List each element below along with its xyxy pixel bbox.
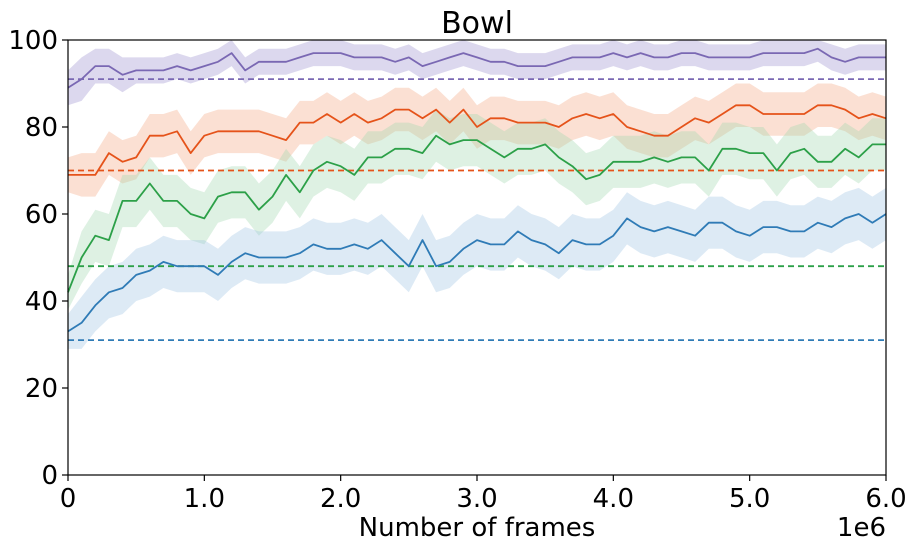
x-axis-offset-label: 1e6 — [837, 513, 886, 543]
series-1-line — [67, 47, 886, 89]
x-tick-label: 3.0 — [456, 484, 497, 514]
x-tick-label: 2.0 — [320, 484, 361, 514]
series-1-band — [68, 40, 886, 106]
x-tick-label: 0 — [60, 484, 77, 514]
y-tick-label: 40 — [25, 287, 58, 317]
x-tick-label: 6.0 — [865, 484, 906, 514]
confidence-bands — [68, 40, 886, 349]
series-3-line — [67, 134, 886, 293]
y-tick-label: 100 — [8, 26, 58, 56]
x-tick-label: 5.0 — [729, 484, 770, 514]
x-tick-label: 1.0 — [184, 484, 225, 514]
y-tick-label: 60 — [25, 200, 58, 230]
series-3-band — [68, 109, 886, 310]
x-axis-label: Number of frames — [359, 513, 596, 543]
x-tick-label: 4.0 — [593, 484, 634, 514]
series-lines — [67, 47, 887, 333]
series-4-line — [67, 213, 887, 333]
baseline-lines — [68, 78, 886, 342]
series-2-line — [68, 104, 887, 176]
y-tick-label: 0 — [41, 461, 58, 491]
y-tick-label: 20 — [25, 374, 58, 404]
chart-title: Bowl — [441, 6, 513, 41]
tick-marks: 0 1.0 2.0 3.0 4.0 5.0 6.0 0 20 40 60 80 100 — [8, 26, 906, 514]
y-tick-label: 80 — [25, 113, 58, 143]
series-4-band — [68, 187, 886, 349]
